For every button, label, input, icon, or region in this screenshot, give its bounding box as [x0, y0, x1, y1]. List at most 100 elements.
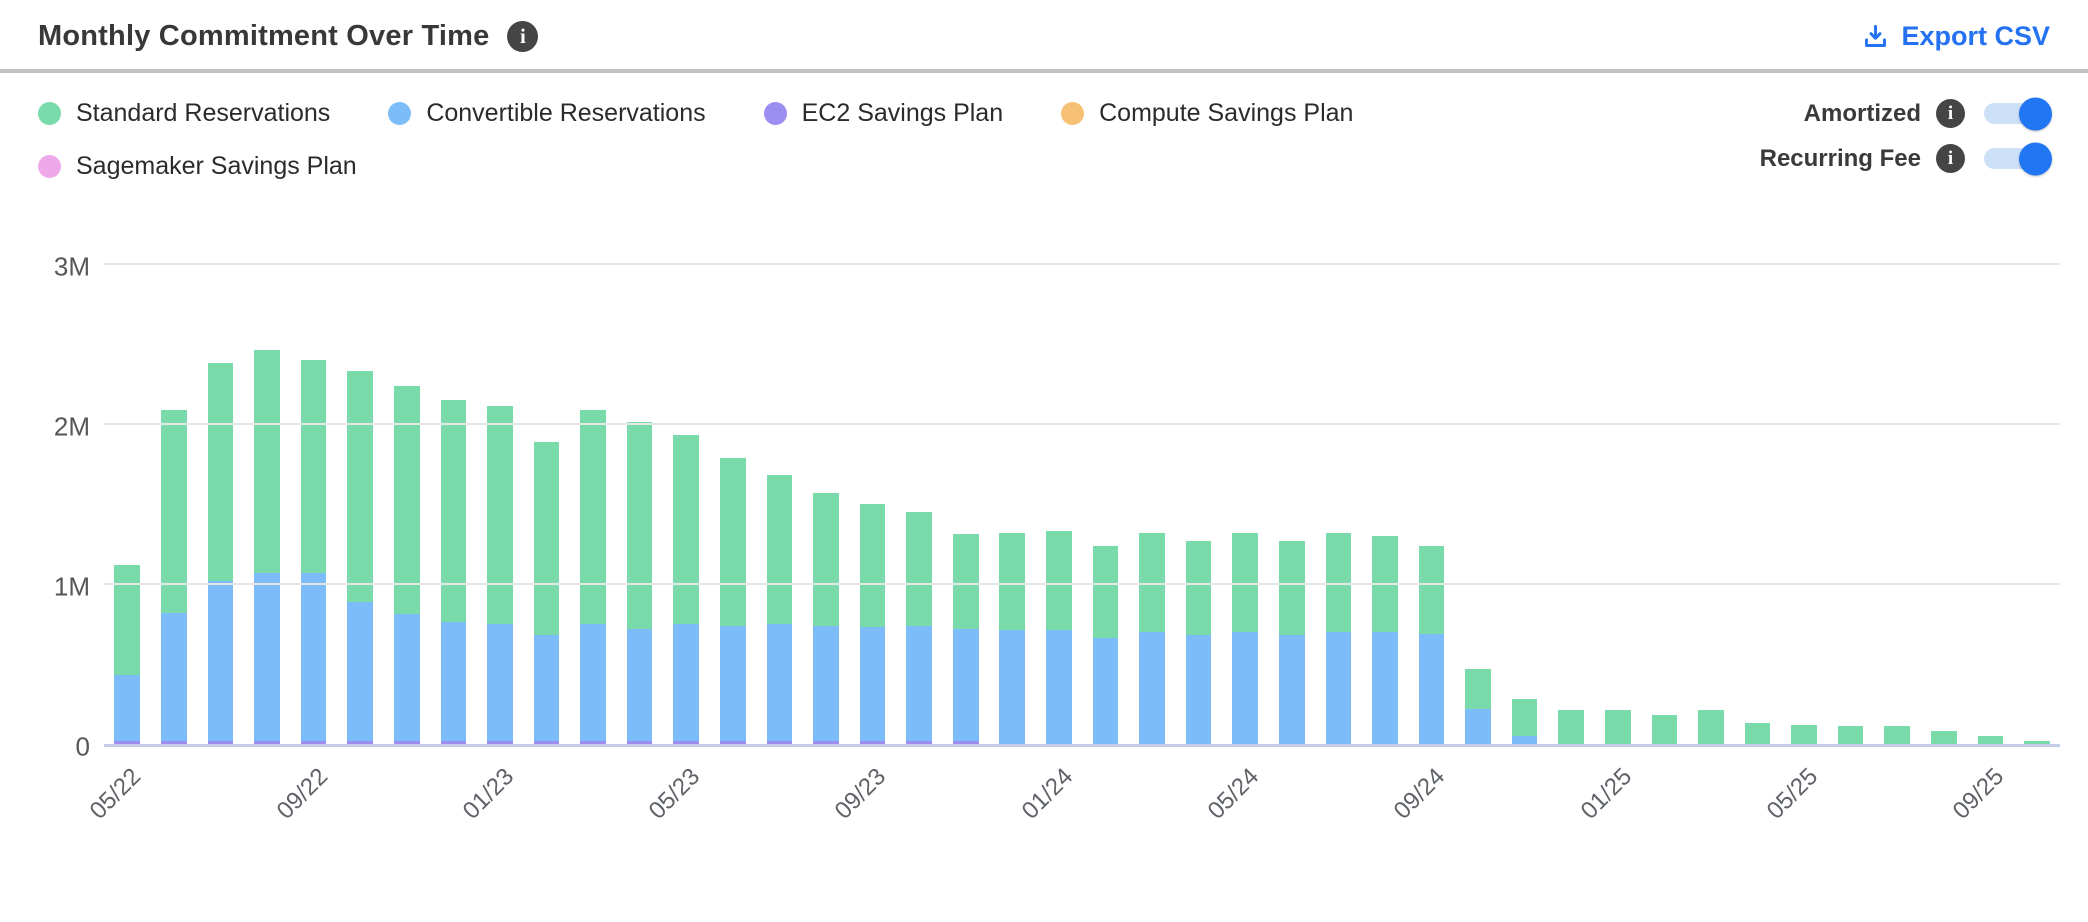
bar-12-23[interactable]: [999, 532, 1026, 744]
bar-08-23[interactable]: [813, 492, 839, 744]
x-slot: [896, 747, 943, 865]
legend-item-ec2-savings-plan[interactable]: EC2 Savings Plan: [763, 99, 1003, 128]
bar-slot: [1874, 215, 1921, 744]
bar-08-25[interactable]: [1931, 731, 1957, 744]
bar-05-23[interactable]: [673, 435, 700, 744]
bar-slot: [104, 215, 151, 744]
bar-segment-convertible-reservations: [906, 625, 932, 741]
bar-09-22[interactable]: [300, 360, 327, 744]
plot-area: [104, 215, 2060, 747]
legend-item-standard-reservations[interactable]: Standard Reservations: [38, 99, 330, 128]
title-info-icon[interactable]: i: [507, 21, 539, 52]
legend-dot: [763, 102, 787, 125]
bar-12-22[interactable]: [440, 400, 467, 744]
bar-segment-standard-reservations: [1046, 531, 1072, 631]
bar-segment-ec2-savings-plan: [487, 740, 513, 744]
x-slot: [1501, 747, 1548, 865]
bar-slot: [337, 215, 384, 744]
bar-02-23[interactable]: [533, 441, 560, 744]
bar-segment-ec2-savings-plan: [393, 740, 420, 744]
bar-02-24[interactable]: [1092, 545, 1119, 744]
amortized-toggle[interactable]: [1984, 97, 2052, 130]
x-slot: 05/24: [1203, 747, 1269, 865]
bar-10-23[interactable]: [906, 512, 932, 744]
bar-01-23[interactable]: [487, 406, 513, 744]
bar-08-22[interactable]: [254, 350, 280, 744]
info-icon[interactable]: i: [1936, 99, 1965, 128]
bar-11-22[interactable]: [393, 385, 420, 744]
x-slot: [756, 747, 803, 865]
bar-03-23[interactable]: [580, 409, 606, 744]
bar-11-24[interactable]: [1511, 699, 1538, 744]
bar-slot: [523, 215, 570, 744]
bar-04-25[interactable]: [1744, 723, 1771, 744]
bar-07-22[interactable]: [207, 363, 234, 744]
bar-slot: [1315, 215, 1362, 744]
bar-03-25[interactable]: [1698, 710, 1724, 744]
y-tick-label: 0: [75, 731, 90, 762]
bar-06-23[interactable]: [720, 457, 746, 744]
bar-07-23[interactable]: [766, 475, 793, 744]
bar-07-25[interactable]: [1884, 726, 1911, 744]
bar-segment-standard-reservations: [813, 492, 839, 626]
bar-segment-convertible-reservations: [1325, 632, 1352, 744]
bar-segment-standard-reservations: [1418, 545, 1445, 634]
bar-06-24[interactable]: [1278, 540, 1305, 744]
bar-03-24[interactable]: [1139, 532, 1165, 744]
bar-11-23[interactable]: [952, 534, 979, 744]
bar-segment-ec2-savings-plan: [859, 740, 886, 744]
info-icon[interactable]: i: [1936, 144, 1965, 173]
x-slot: [151, 747, 198, 865]
bar-09-23[interactable]: [859, 504, 886, 744]
bar-01-25[interactable]: [1604, 710, 1631, 744]
bar-segment-standard-reservations: [487, 406, 513, 625]
export-csv-button[interactable]: Export CSV: [1862, 21, 2050, 52]
bar-08-24[interactable]: [1372, 536, 1398, 744]
legend-item-convertible-reservations[interactable]: Convertible Reservations: [388, 99, 706, 128]
bar-slot: [1921, 215, 1968, 744]
bar-segment-ec2-savings-plan: [720, 740, 746, 744]
bar-segment-standard-reservations: [1931, 731, 1957, 744]
bar-slot: [1082, 215, 1129, 744]
bar-05-24[interactable]: [1232, 532, 1258, 744]
bar-segment-convertible-reservations: [1232, 632, 1258, 744]
recurring-fee-toggle[interactable]: [1984, 142, 2052, 175]
bar-02-25[interactable]: [1651, 715, 1678, 744]
bar-segment-convertible-reservations: [580, 624, 606, 741]
chart: 3M 2M 1M 0 05/22 09/22 01/23 05/23 09/23 01/24 05…: [0, 181, 2088, 865]
bar-segment-standard-reservations: [533, 441, 560, 636]
bar-10-24[interactable]: [1465, 668, 1491, 744]
bar-05-25[interactable]: [1791, 724, 1817, 744]
x-slot: 05/25: [1762, 747, 1828, 865]
export-csv-label: Export CSV: [1901, 21, 2050, 51]
bar-segment-convertible-reservations: [999, 630, 1026, 744]
bar-09-25[interactable]: [1977, 736, 2004, 744]
bar-10-22[interactable]: [347, 371, 373, 744]
bar-01-24[interactable]: [1046, 531, 1072, 744]
bar-segment-convertible-reservations: [1511, 736, 1538, 744]
bar-06-25[interactable]: [1837, 726, 1864, 744]
bars-container: [104, 215, 2060, 744]
bar-segment-standard-reservations: [1232, 532, 1258, 632]
bar-09-24[interactable]: [1418, 545, 1445, 744]
bar-07-24[interactable]: [1325, 532, 1352, 744]
bar-12-24[interactable]: [1558, 710, 1585, 744]
bar-segment-ec2-savings-plan: [440, 740, 467, 744]
bar-segment-standard-reservations: [1325, 532, 1352, 632]
bar-segment-convertible-reservations: [114, 675, 141, 741]
bar-segment-ec2-savings-plan: [626, 740, 653, 744]
bar-05-22[interactable]: [114, 564, 141, 744]
bar-slot: [1781, 215, 1828, 744]
legend-dot: [1061, 102, 1085, 125]
bar-10-25[interactable]: [2024, 740, 2050, 744]
legend-item-sagemaker-savings-plan[interactable]: Sagemaker Savings Plan: [38, 152, 357, 181]
bar-segment-ec2-savings-plan: [766, 740, 793, 744]
gridline: [104, 263, 2060, 265]
bar-segment-convertible-reservations: [300, 572, 327, 741]
bar-04-24[interactable]: [1185, 540, 1212, 744]
legend-item-compute-savings-plan[interactable]: Compute Savings Plan: [1061, 99, 1353, 128]
bar-04-23[interactable]: [626, 422, 653, 744]
x-slot: 01/23: [457, 747, 524, 865]
bar-06-22[interactable]: [161, 409, 187, 744]
x-slot: [197, 747, 244, 865]
